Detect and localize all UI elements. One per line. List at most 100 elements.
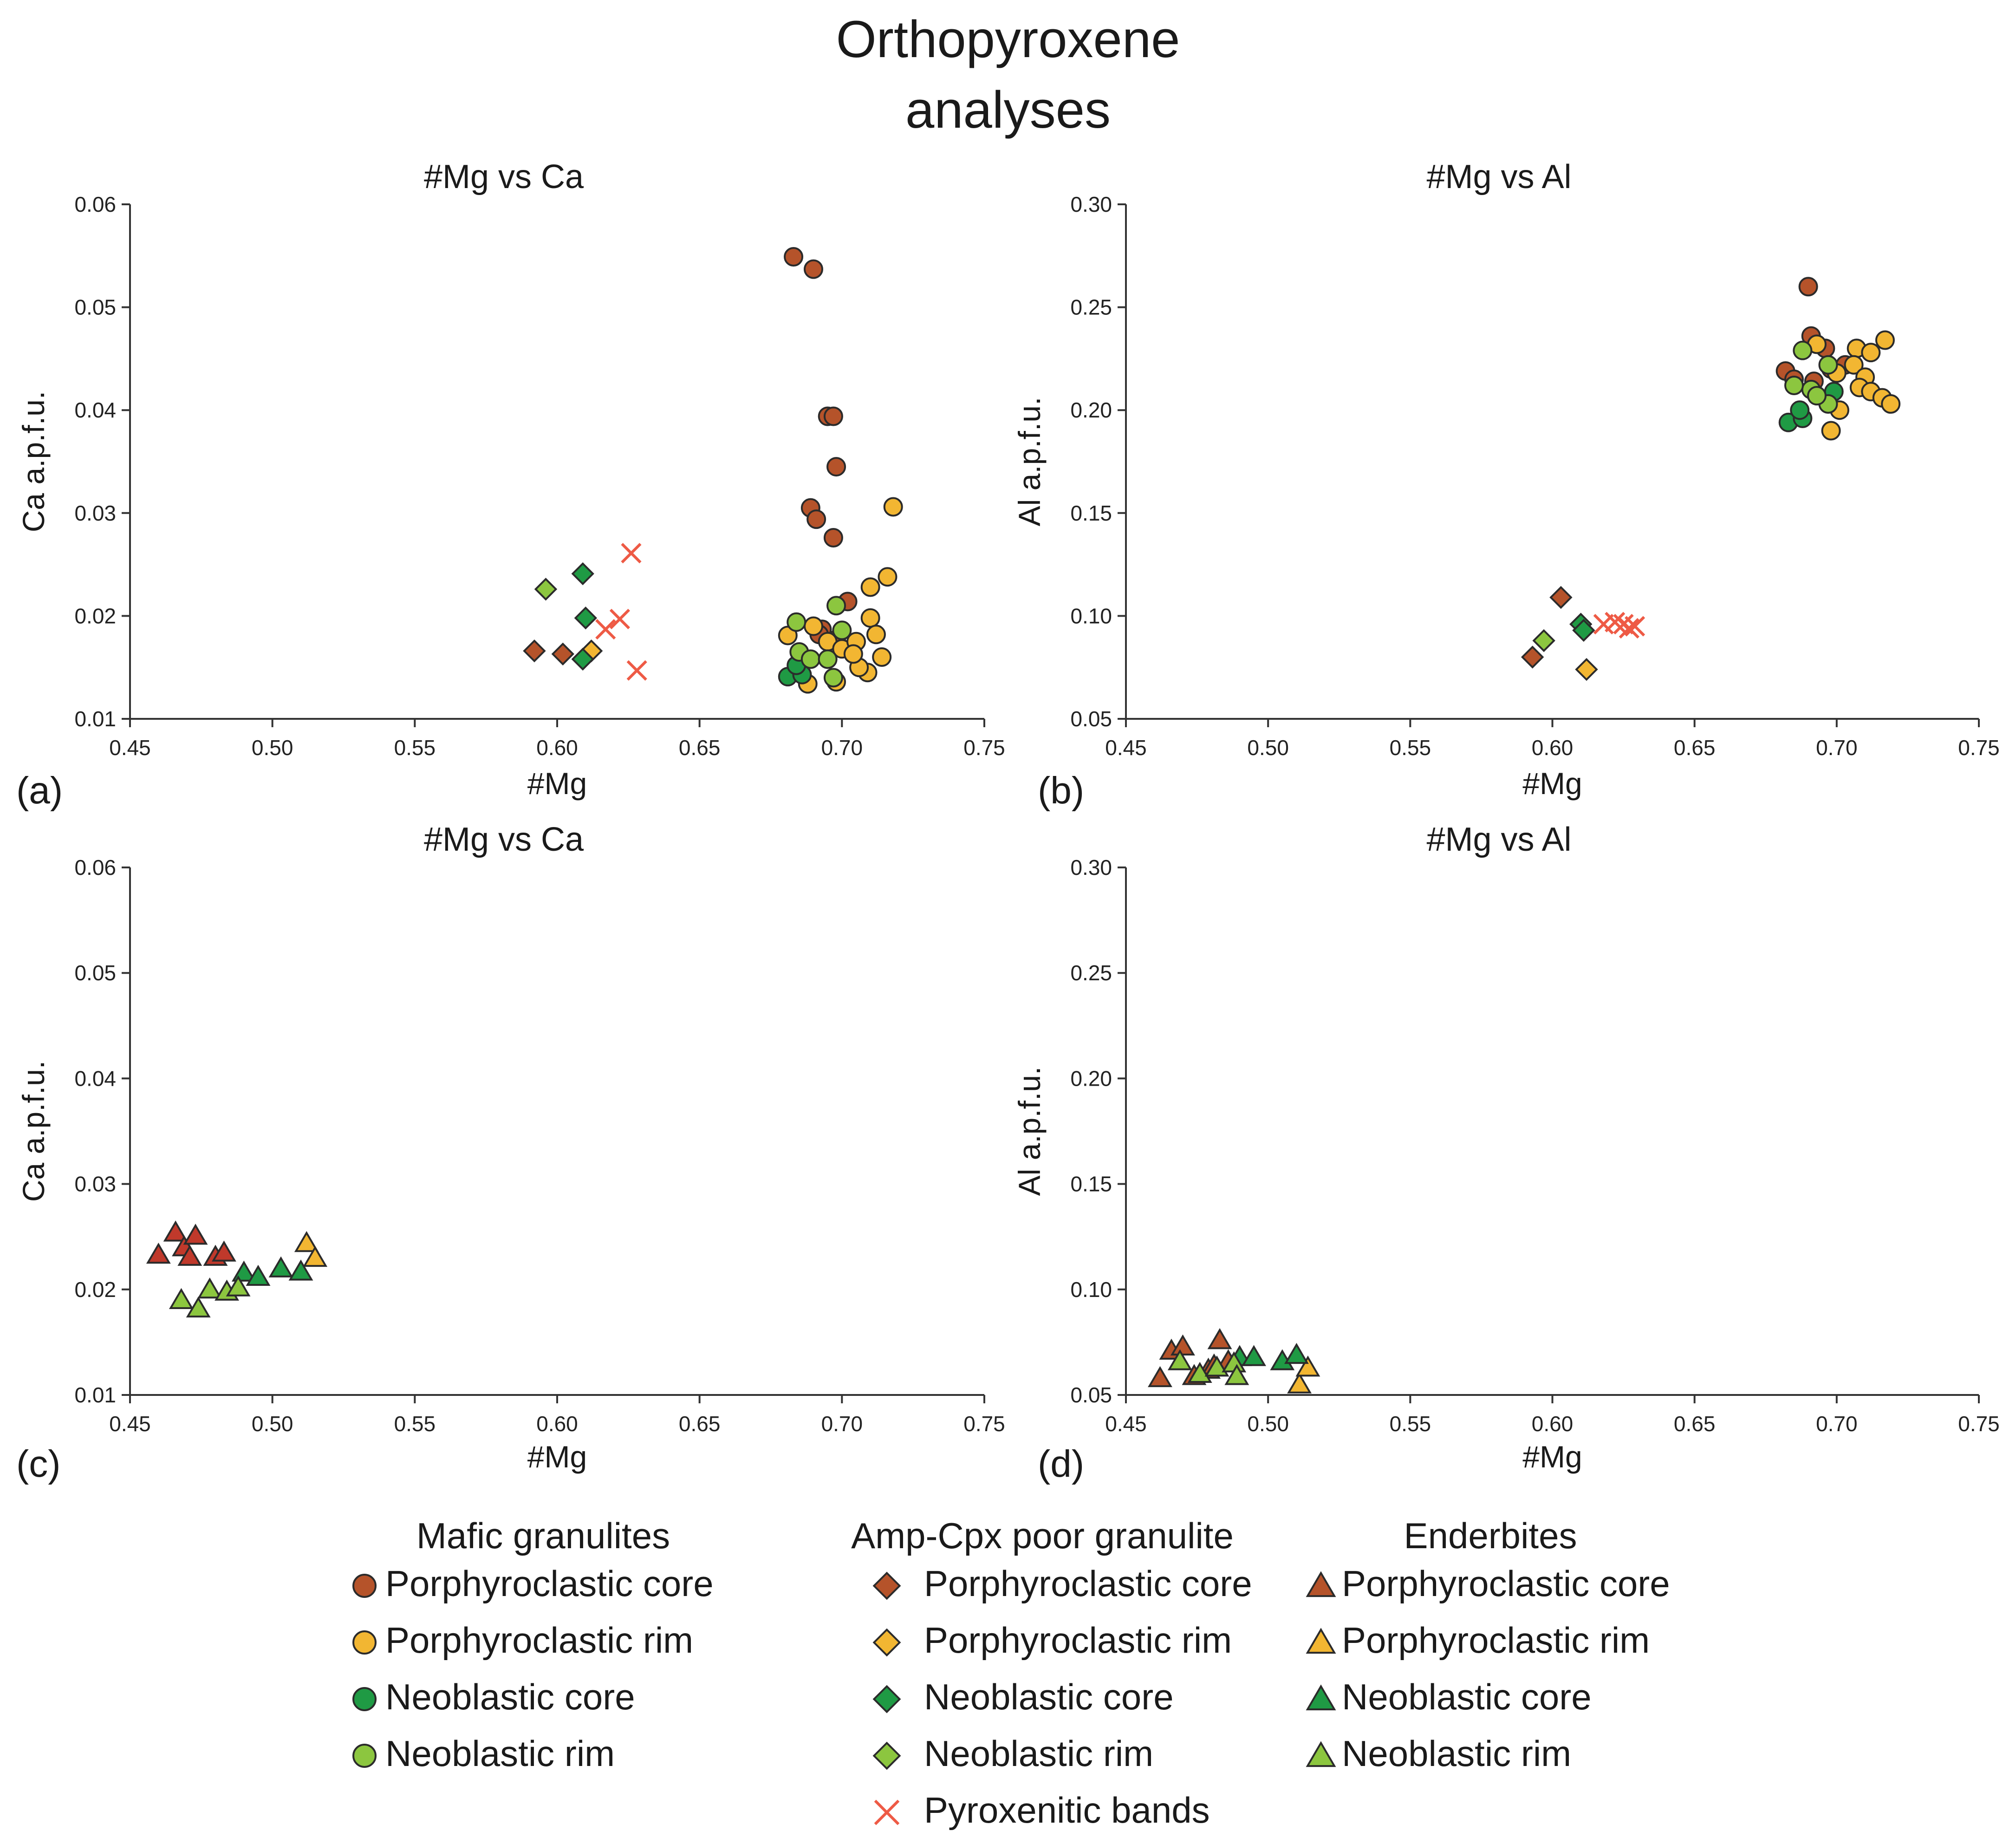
y-tick-label: 0.30: [1070, 192, 1112, 216]
y-tick-label: 0.01: [74, 707, 116, 731]
data-point: [1818, 355, 1838, 375]
legend-marker: [1306, 1684, 1336, 1711]
panel-letter: (d): [1038, 1443, 1084, 1485]
legend-item-label: Neoblastic core: [1342, 1676, 1592, 1717]
y-axis-label: Al a.p.f.u.: [1012, 397, 1047, 527]
series-group: [1532, 629, 1555, 652]
series-group: [571, 562, 598, 671]
data-point: [1521, 645, 1544, 669]
series-group: [1287, 1355, 1320, 1394]
y-tick-label: 0.02: [74, 1277, 116, 1302]
data-point: [1532, 629, 1555, 652]
data-point: [571, 562, 594, 586]
x-tick-label: 0.65: [679, 736, 721, 760]
legend-marker: [352, 1630, 377, 1655]
series-group: [146, 1220, 236, 1266]
legend-item-label: Porphyroclastic core: [924, 1563, 1252, 1604]
x-axis-label: #Mg: [527, 1440, 587, 1474]
panel-letter: (a): [16, 769, 63, 812]
y-tick-label: 0.25: [1070, 295, 1112, 319]
x-tick-label: 0.55: [1390, 736, 1431, 760]
legend-marker: [352, 1574, 377, 1598]
y-axis-label: Ca a.p.f.u.: [16, 391, 51, 533]
data-point: [1798, 277, 1818, 297]
legend-heading: Enderbites: [1404, 1515, 1577, 1556]
data-point: [818, 649, 838, 669]
x-tick-label: 0.75: [963, 1412, 1005, 1436]
data-point: [1187, 1362, 1212, 1383]
data-point: [1575, 658, 1598, 681]
data-point: [1204, 1355, 1229, 1377]
data-point: [1807, 386, 1827, 406]
data-point: [806, 509, 826, 529]
legend-item-label: Neoblastic rim: [1342, 1733, 1572, 1774]
x-tick-label: 0.45: [1105, 1412, 1147, 1436]
data-point: [226, 1275, 251, 1297]
data-point: [186, 1296, 211, 1318]
x-tick-label: 0.60: [536, 1412, 578, 1436]
data-point: [169, 1288, 194, 1309]
legend-marker: [1306, 1571, 1336, 1597]
panel-0: 0.45 0.50 0.55 0.60 0.65 0.70 0.75 0.01 0.02 0.03…: [16, 158, 1005, 812]
legend-marker: [872, 1685, 901, 1714]
data-point: [1875, 330, 1895, 350]
data-point: [268, 1256, 293, 1277]
data-point: [1861, 343, 1881, 363]
data-point: [1619, 618, 1639, 639]
series-group: [523, 639, 574, 666]
data-point: [866, 625, 886, 645]
x-tick-label: 0.75: [1958, 1412, 2000, 1436]
data-point: [1790, 400, 1810, 420]
data-point: [883, 497, 903, 517]
data-point: [832, 620, 852, 640]
x-tick-label: 0.45: [1105, 736, 1147, 760]
panel-2: 0.45 0.50 0.55 0.60 0.65 0.70 0.75 0.01 0.02 0.03…: [16, 821, 1005, 1485]
x-tick-label: 0.65: [1674, 1412, 1716, 1436]
y-tick-label: 0.01: [74, 1383, 116, 1407]
x-tick-label: 0.65: [1674, 736, 1716, 760]
figure-title-line1: Orthopyroxene: [836, 10, 1180, 68]
data-point: [823, 406, 843, 426]
series-group: [1167, 1349, 1249, 1385]
data-point: [288, 1259, 313, 1281]
data-point: [626, 660, 647, 681]
data-point: [1844, 355, 1864, 375]
y-tick-label: 0.02: [74, 604, 116, 628]
data-point: [1549, 586, 1573, 609]
y-tick-label: 0.05: [1070, 707, 1112, 731]
x-axis-label: #Mg: [527, 766, 587, 801]
legend-item-label: Neoblastic rim: [924, 1733, 1154, 1774]
data-point: [1242, 1345, 1266, 1366]
y-tick-label: 0.04: [74, 398, 116, 422]
data-point: [595, 619, 616, 640]
legend-marker: [1306, 1741, 1336, 1767]
y-tick-label: 0.05: [1070, 1383, 1112, 1407]
y-tick-label: 0.05: [74, 961, 116, 985]
x-tick-label: 0.60: [536, 736, 578, 760]
y-axis-label: Ca a.p.f.u.: [16, 1061, 51, 1202]
legend-item-label: Porphyroclastic core: [385, 1563, 714, 1604]
data-point: [823, 668, 843, 688]
x-axis-label: #Mg: [1522, 766, 1582, 801]
legend-marker: [352, 1744, 377, 1768]
panel-1: 0.45 0.50 0.55 0.60 0.65 0.70 0.75 0.05 0.10 0.15…: [1012, 158, 2000, 812]
legend-item-label: Neoblastic rim: [385, 1733, 615, 1774]
data-point: [303, 1245, 328, 1267]
y-tick-label: 0.03: [74, 1172, 116, 1196]
legend-marker: [874, 1799, 900, 1825]
series-group: [787, 596, 852, 688]
legend-marker: [872, 1741, 901, 1770]
data-point: [826, 457, 846, 477]
data-point: [1167, 1349, 1192, 1370]
data-point: [1295, 1355, 1320, 1377]
y-tick-label: 0.10: [1070, 1277, 1112, 1302]
series-group: [784, 247, 858, 650]
legend-marker: [872, 1628, 901, 1657]
data-point: [183, 1224, 208, 1245]
y-tick-label: 0.06: [74, 192, 116, 216]
data-point: [523, 639, 546, 663]
legend-marker: [872, 1571, 901, 1600]
x-axis-label: #Mg: [1522, 1440, 1582, 1474]
x-tick-label: 0.75: [1958, 736, 2000, 760]
y-tick-label: 0.20: [1070, 398, 1112, 422]
